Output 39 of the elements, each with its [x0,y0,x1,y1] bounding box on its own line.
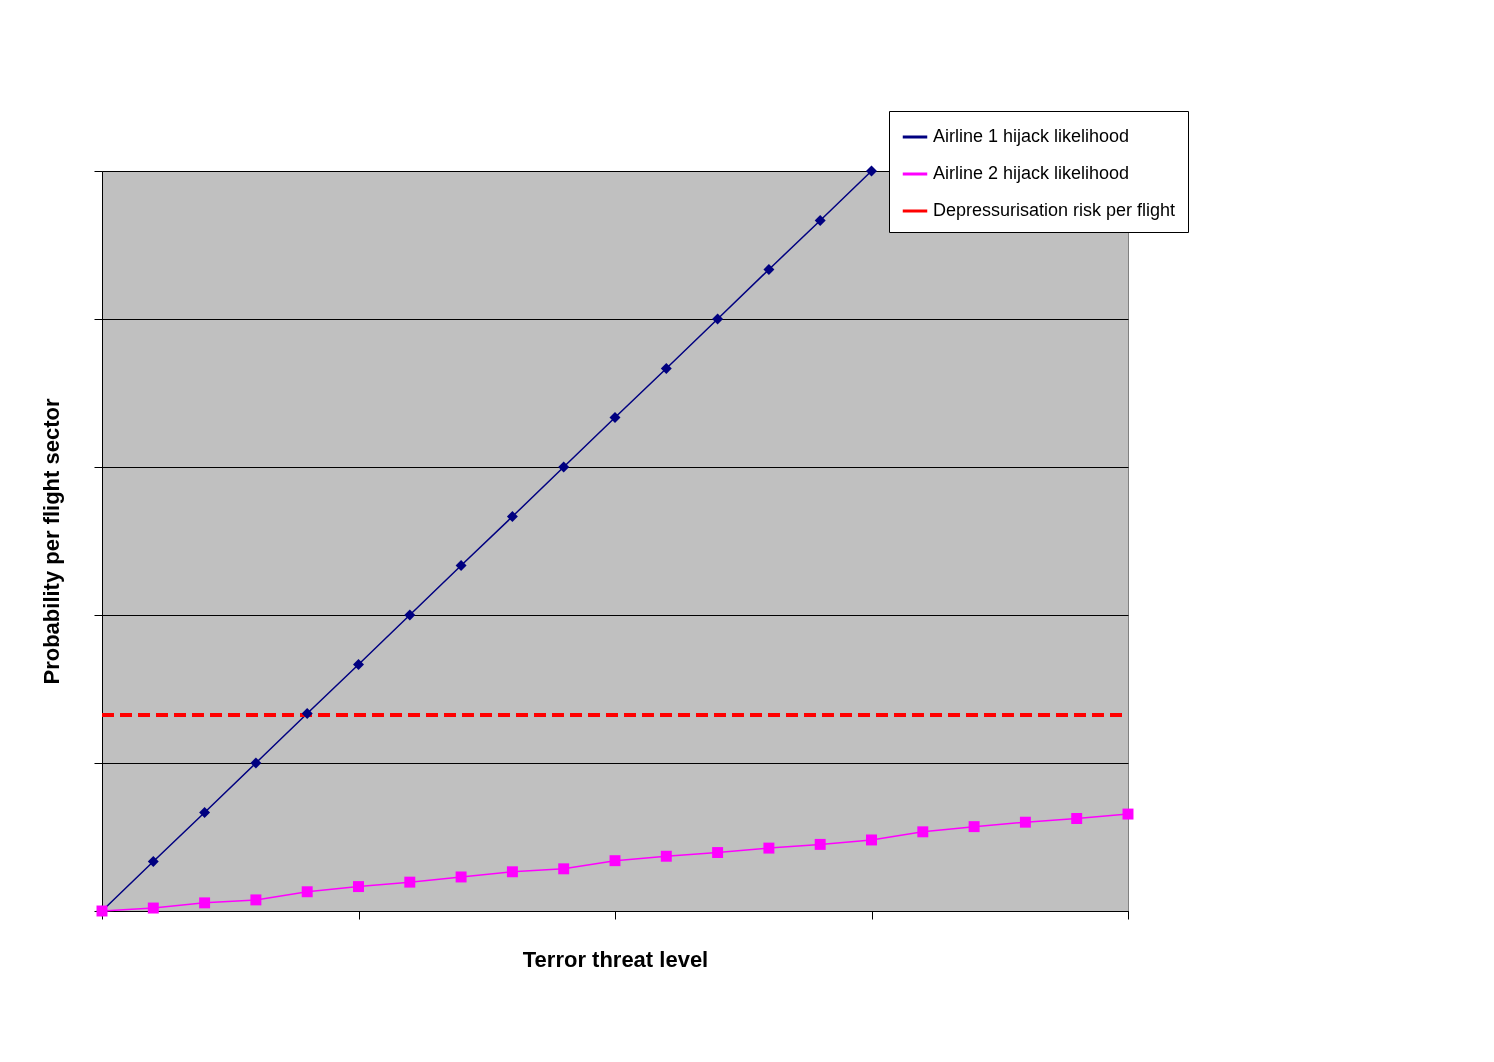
legend-label: Depressurisation risk per flight [933,200,1176,220]
y-axis-title: Probability per flight sector [39,398,64,685]
point [866,834,877,846]
point [558,863,570,875]
point [353,659,364,671]
point [455,871,467,883]
point [301,707,313,719]
point [250,894,262,906]
point [1071,813,1083,824]
point [250,757,262,769]
point [609,855,621,867]
point [814,215,826,227]
point [1122,808,1134,820]
point [404,876,416,888]
point [609,411,621,423]
point [712,313,724,325]
point [353,881,364,893]
point [968,821,980,833]
point [506,511,518,523]
point [558,461,570,473]
point [199,897,211,909]
point [763,842,775,854]
point [404,609,416,621]
legend-label: Airline 1 hijack likelihood [933,126,1130,146]
point [199,807,211,819]
x-axis-title: Terror threat level [522,947,709,972]
point [455,559,467,571]
point [712,847,724,859]
point [301,886,313,898]
point [763,263,775,275]
point [917,826,929,838]
point [147,902,159,914]
point [1019,816,1031,828]
point [660,363,672,375]
point [506,866,518,878]
point [814,838,826,850]
point [147,855,159,867]
point [660,850,672,862]
legend-label: Airline 2 hijack likelihood [933,163,1130,183]
